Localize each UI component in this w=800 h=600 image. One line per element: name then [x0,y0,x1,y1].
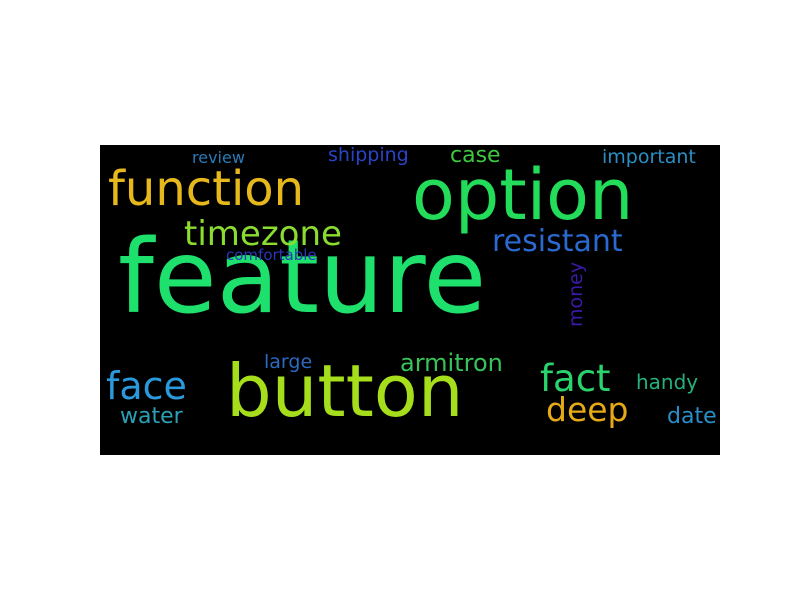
word-button: button [226,349,464,433]
word-shipping: shipping [328,145,409,166]
word-cloud: feature option button function timezone … [100,145,720,455]
word-feature: feature [118,218,487,337]
word-armitron: armitron [400,349,503,377]
word-money: money [565,261,587,327]
word-water: water [120,404,183,429]
word-deep: deep [546,390,629,429]
word-important: important [602,146,696,168]
word-timezone: timezone [184,214,342,254]
word-face: face [106,364,187,408]
word-review: review [192,148,245,167]
word-large: large [264,351,313,373]
word-date: date [667,404,717,429]
word-option: option [412,154,634,236]
word-comfortable: comfortable [226,246,317,264]
word-function: function [108,161,305,217]
word-fact: fact [540,357,611,400]
word-resistant: resistant [492,224,623,259]
word-case: case [450,145,501,168]
word-handy: handy [636,370,699,394]
